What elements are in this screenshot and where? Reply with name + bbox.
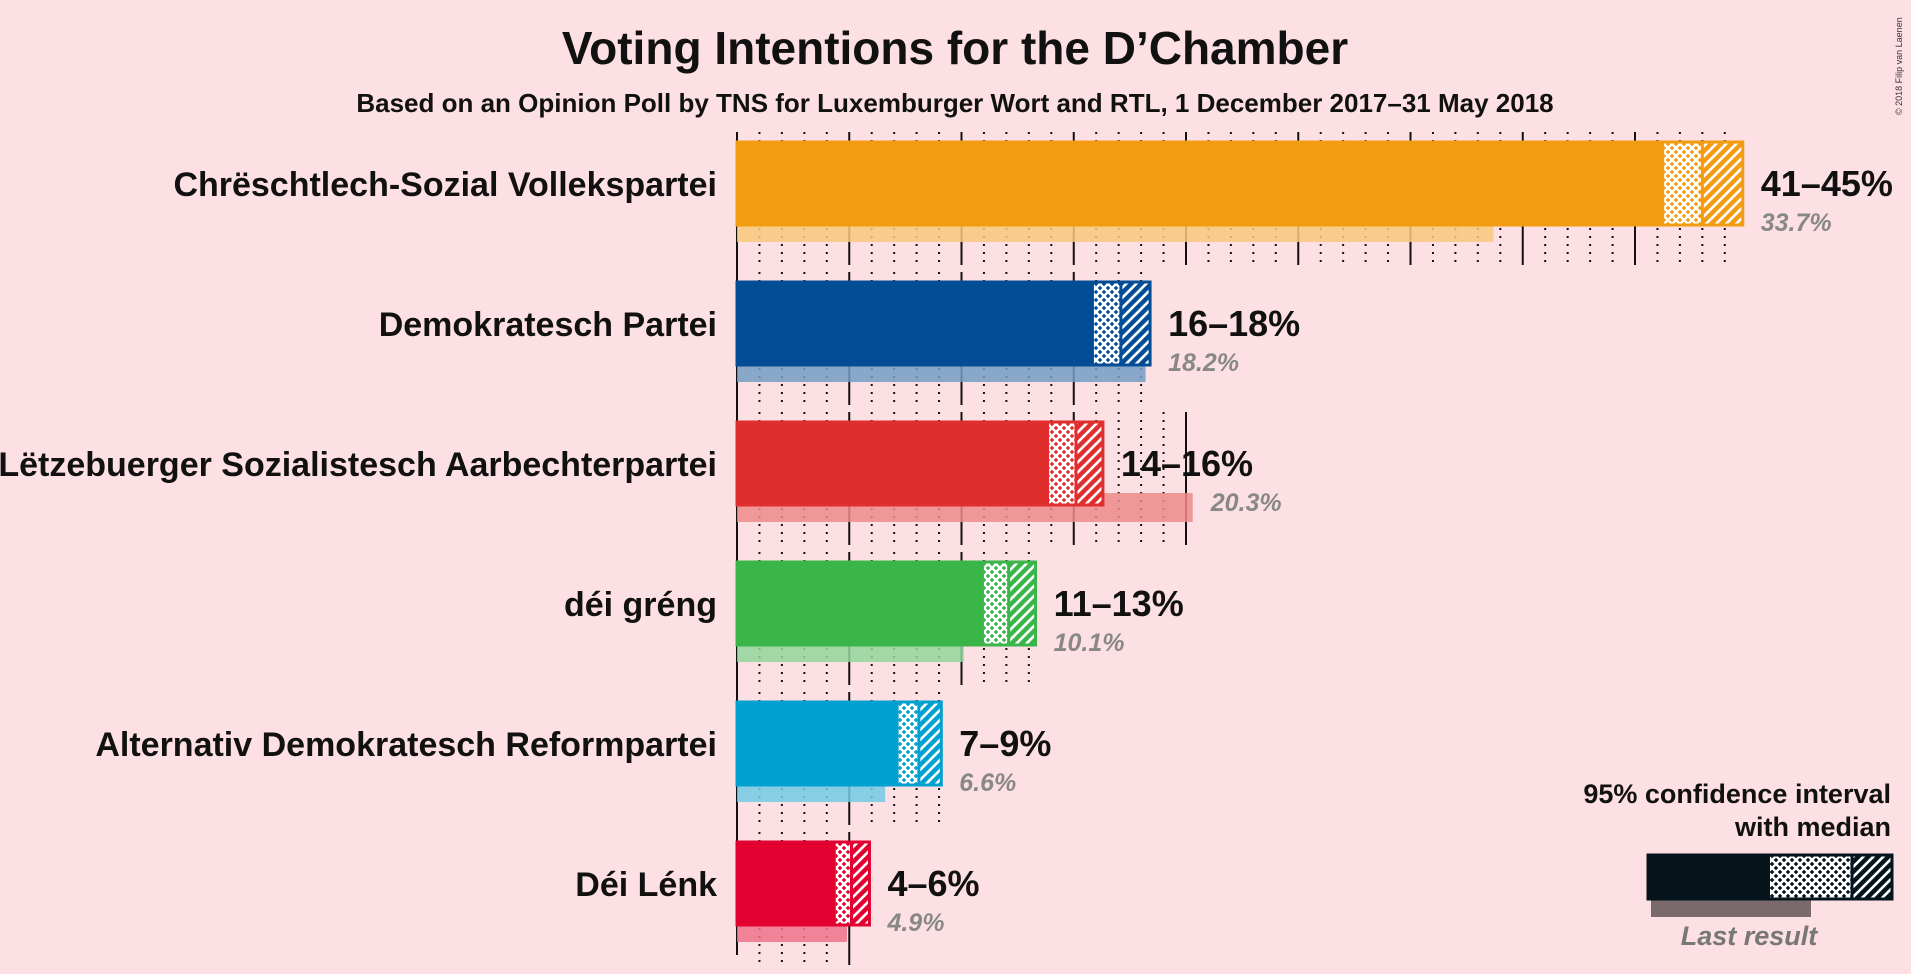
party-name: Chrëschtlech-Sozial Vollekspartei — [173, 166, 717, 204]
party-row: Déi Lénk 4–6% 4.9% — [575, 840, 980, 942]
party-bar — [737, 142, 1665, 225]
ci-lower-hatch — [1093, 282, 1121, 365]
last-result-label: 10.1% — [1054, 629, 1125, 657]
party-name: Déi Lénk — [575, 866, 717, 904]
range-label: 7–9% — [959, 723, 1051, 764]
ci-lower-hatch — [983, 562, 1009, 645]
last-result-label: 33.7% — [1761, 209, 1832, 237]
ci-lower-hatch — [898, 702, 919, 785]
legend-bar-outline — [1646, 853, 1894, 901]
party-row: Alternativ Demokratesch Reformpartei 7–9%… — [95, 700, 1051, 802]
legend-ci-line1: 95% confidence interval — [1583, 779, 1891, 809]
ci-upper-hatch — [1702, 142, 1743, 225]
party-bar — [737, 282, 1094, 365]
party-bar — [737, 842, 836, 925]
bar-outline — [735, 280, 1152, 367]
party-name: Demokratesch Partei — [379, 306, 717, 344]
party-row: Demokratesch Partei 16–18% 18.2% — [379, 280, 1300, 382]
legend-last-result-label: Last result — [1681, 921, 1819, 951]
party-row: Chrëschtlech-Sozial Vollekspartei 41–45% 3… — [173, 140, 1893, 242]
range-label: 41–45% — [1761, 163, 1893, 204]
legend: 95% confidence interval with median Last… — [1583, 779, 1894, 951]
range-label: 14–16% — [1121, 443, 1253, 484]
chart-subtitle: Based on an Opinion Poll by TNS for Luxe… — [356, 88, 1553, 118]
ci-upper-hatch — [1008, 562, 1036, 645]
range-label: 4–6% — [887, 863, 979, 904]
last-result-label: 6.6% — [959, 769, 1016, 797]
bar-outline — [735, 420, 1105, 507]
copyright-notice: © 2018 Filip van Laenen — [1894, 17, 1904, 115]
bar-outline — [735, 700, 943, 787]
bars: Chrëschtlech-Sozial Vollekspartei 41–45% 3… — [0, 140, 1893, 942]
chart-title: Voting Intentions for the D’Chamber — [562, 22, 1348, 74]
legend-ci-line2: with median — [1734, 812, 1891, 842]
party-bar — [737, 702, 899, 785]
last-result-label: 20.3% — [1210, 489, 1282, 517]
range-label: 16–18% — [1168, 303, 1300, 344]
ci-upper-hatch — [1120, 282, 1151, 365]
last-result-label: 4.9% — [886, 909, 944, 937]
ci-upper-hatch — [851, 842, 870, 925]
legend-ci-lower — [1770, 855, 1852, 899]
ci-lower-hatch — [1049, 422, 1076, 505]
bar-outline — [735, 560, 1038, 647]
bar-outline — [735, 140, 1745, 227]
legend-ci-upper — [1852, 855, 1892, 899]
grid — [736, 132, 1726, 965]
party-name: déi gréng — [564, 586, 717, 624]
last-result-label: 18.2% — [1168, 349, 1239, 377]
party-bar — [737, 422, 1050, 505]
party-bar — [737, 562, 984, 645]
range-label: 11–13% — [1054, 583, 1184, 624]
party-row: déi gréng 11–13% 10.1% — [564, 560, 1184, 662]
ci-upper-hatch — [918, 702, 942, 785]
party-row: Lëtzebuerger Sozialistesch Aarbechterpar… — [0, 420, 1282, 522]
ci-lower-hatch — [1664, 142, 1703, 225]
ci-upper-hatch — [1075, 422, 1103, 505]
ci-lower-hatch — [835, 842, 852, 925]
party-name: Lëtzebuerger Sozialistesch Aarbechterpar… — [0, 446, 717, 484]
party-name: Alternativ Demokratesch Reformpartei — [95, 726, 717, 764]
bar-outline — [735, 840, 871, 927]
